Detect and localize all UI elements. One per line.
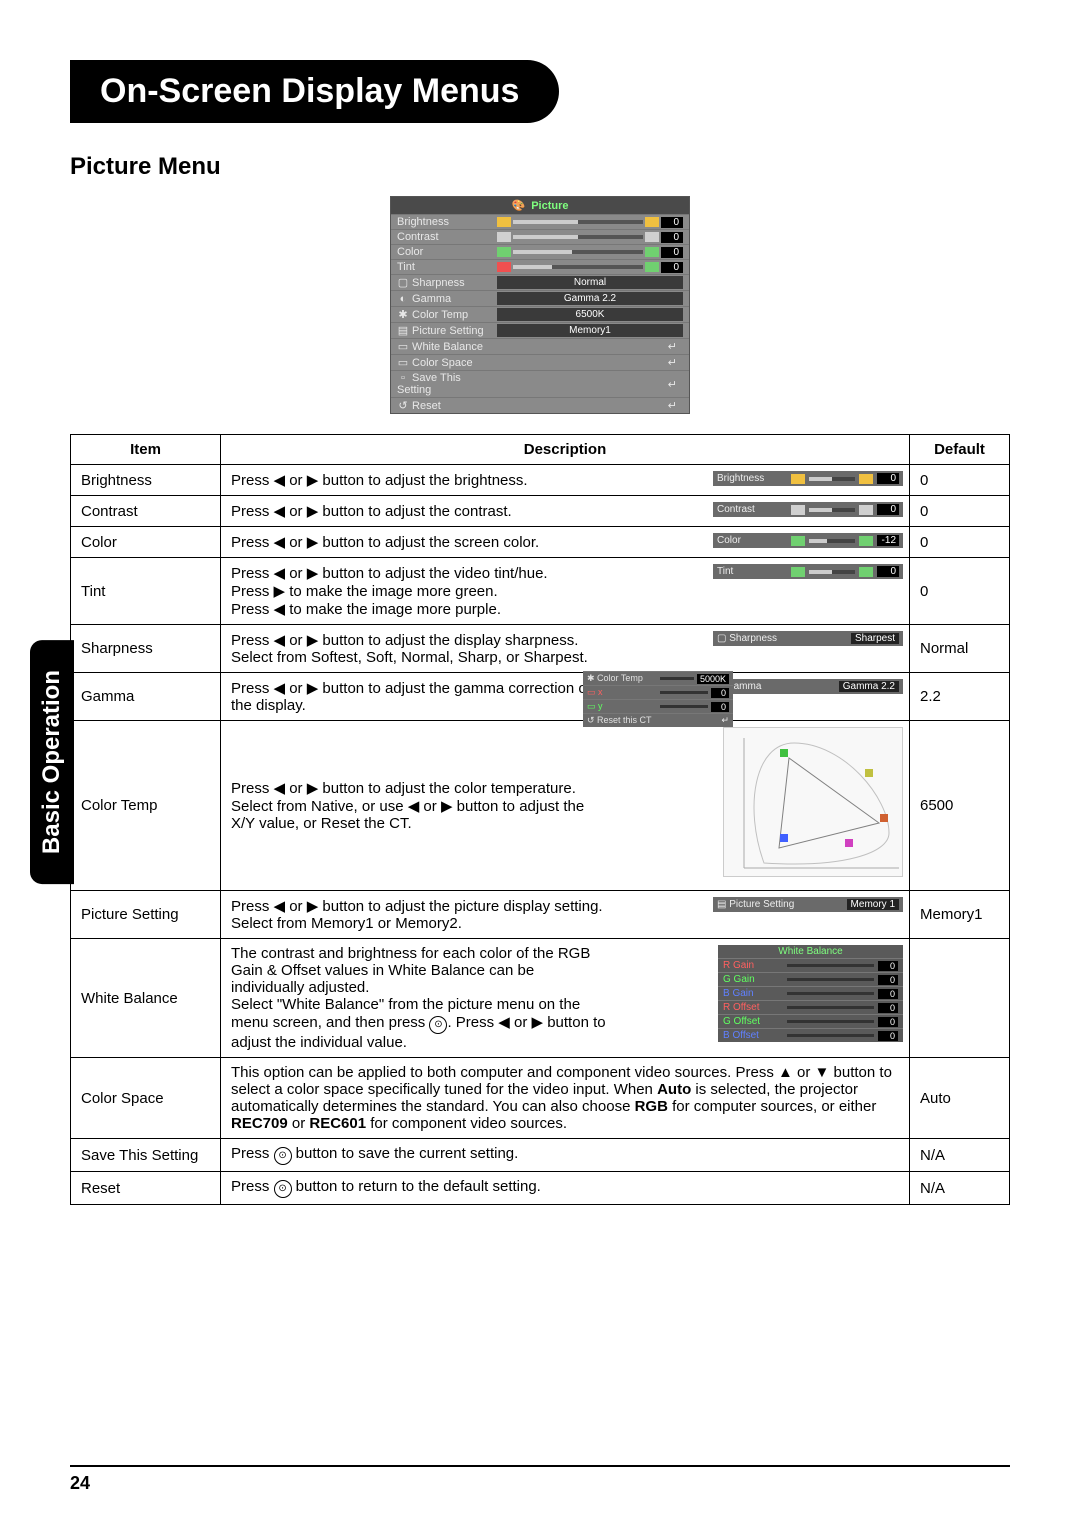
desc-cell: Press ◀ or ▶ button to adjust the pictur… (221, 891, 910, 939)
osd-row: ▭ Color Space (391, 354, 689, 370)
default-cell: Memory1 (910, 891, 1010, 939)
desc-text: Press ◀ or ▶ button to adjust the video … (231, 564, 548, 618)
desc-cell: Press ⊙ button to return to the default … (221, 1172, 910, 1205)
section-heading: Picture Menu (70, 153, 1010, 181)
default-cell: 0 (910, 465, 1010, 496)
item-cell: Tint (71, 558, 221, 625)
mini-osd: ◐ GammaGamma 2.2 (713, 679, 903, 694)
osd-row: ✱ Color Temp6500K (391, 306, 689, 322)
item-cell: Reset (71, 1172, 221, 1205)
page-title-pill: On-Screen Display Menus (70, 60, 559, 123)
default-cell: Normal (910, 625, 1010, 673)
desc-text: Press ◀ or ▶ button to adjust the pictur… (231, 897, 611, 932)
osd-row: ▫ Save This Setting (391, 370, 689, 397)
mini-osd: ▢ SharpnessSharpest (713, 631, 903, 646)
mini-osd: Color-12 (713, 533, 903, 548)
desc-cell: Press ◀ or ▶ button to adjust the color … (221, 721, 910, 891)
osd-row: ↺ Reset (391, 397, 689, 413)
default-cell: N/A (910, 1172, 1010, 1205)
osd-row: Contrast0 (391, 229, 689, 244)
table-row: Reset Press ⊙ button to return to the def… (71, 1172, 1010, 1205)
table-row: Picture Setting Press ◀ or ▶ button to ad… (71, 891, 1010, 939)
desc-text: Press ◀ or ▶ button to adjust the gamma … (231, 679, 611, 714)
osd-menu-illustration: 🎨PictureBrightness0Contrast0Color0Tint0▢… (70, 196, 1010, 414)
default-cell: 6500 (910, 721, 1010, 891)
default-cell (910, 939, 1010, 1058)
desc-cell: Press ◀ or ▶ button to adjust the video … (221, 558, 910, 625)
desc-cell: Press ◀ or ▶ button to adjust the gamma … (221, 673, 910, 721)
osd-row: ▭ White Balance (391, 338, 689, 354)
default-cell: Auto (910, 1058, 1010, 1139)
desc-cell: Press ⊙ button to save the current setti… (221, 1139, 910, 1172)
default-cell: 0 (910, 496, 1010, 527)
table-row: TintPress ◀ or ▶ button to adjust the vi… (71, 558, 1010, 625)
item-cell: Sharpness (71, 625, 221, 673)
desc-text: Press ◀ or ▶ button to adjust the color … (231, 779, 611, 832)
osd-header: 🎨Picture (391, 197, 689, 214)
page-footer: 24 (70, 1465, 1010, 1494)
desc-text: Press ◀ or ▶ button to adjust the screen… (231, 533, 539, 551)
desc-text: Press ⊙ button to return to the default … (231, 1178, 899, 1198)
desc-text: Press ◀ or ▶ button to adjust the displa… (231, 631, 611, 666)
default-cell: 0 (910, 558, 1010, 625)
osd-row: Color0 (391, 244, 689, 259)
table-row: Brightness Press ◀ or ▶ button to adjust … (71, 465, 1010, 496)
item-cell: Picture Setting (71, 891, 221, 939)
item-cell: Contrast (71, 496, 221, 527)
osd-row: Brightness0 (391, 214, 689, 229)
desc-text: Press ⊙ button to save the current setti… (231, 1145, 899, 1165)
mini-osd: Brightness0 (713, 471, 903, 486)
th-desc: Description (221, 435, 910, 465)
item-cell: Gamma (71, 673, 221, 721)
desc-text: Press ◀ or ▶ button to adjust the bright… (231, 471, 528, 489)
osd-row: ◐ GammaGamma 2.2 (391, 290, 689, 306)
table-row: Color SpaceThis option can be applied to… (71, 1058, 1010, 1139)
item-cell: Color (71, 527, 221, 558)
desc-text: Press ◀ or ▶ button to adjust the contra… (231, 502, 512, 520)
th-default: Default (910, 435, 1010, 465)
default-cell: N/A (910, 1139, 1010, 1172)
desc-cell: Press ◀ or ▶ button to adjust the contra… (221, 496, 910, 527)
osd-row: Tint0 (391, 259, 689, 274)
mini-osd: Tint0 (713, 564, 903, 579)
mini-osd: ▤ Picture SettingMemory 1 (713, 897, 903, 912)
table-row: Sharpness Press ◀ or ▶ button to adjust t… (71, 625, 1010, 673)
item-cell: Brightness (71, 465, 221, 496)
item-cell: Color Space (71, 1058, 221, 1139)
white-balance-osd: White BalanceR Gain0G Gain0B Gain0R Offs… (718, 945, 903, 1042)
item-cell: Color Temp (71, 721, 221, 891)
table-row: Contrast Press ◀ or ▶ button to adjust th… (71, 496, 1010, 527)
table-row: White BalanceThe contrast and brightness… (71, 939, 1010, 1058)
item-cell: White Balance (71, 939, 221, 1058)
desc-text: This option can be applied to both compu… (231, 1064, 899, 1132)
desc-cell: This option can be applied to both compu… (221, 1058, 910, 1139)
table-row: Gamma Press ◀ or ▶ button to adjust the g… (71, 673, 1010, 721)
desc-cell: The contrast and brightness for each col… (221, 939, 910, 1058)
desc-cell: Press ◀ or ▶ button to adjust the screen… (221, 527, 910, 558)
desc-text: The contrast and brightness for each col… (231, 945, 611, 1051)
default-cell: 2.2 (910, 673, 1010, 721)
table-row: Save This Setting Press ⊙ button to save … (71, 1139, 1010, 1172)
item-cell: Save This Setting (71, 1139, 221, 1172)
desc-cell: Press ◀ or ▶ button to adjust the displa… (221, 625, 910, 673)
osd-row: ▢ SharpnessNormal (391, 274, 689, 290)
mini-osd: Contrast0 (713, 502, 903, 517)
osd-row: ▤ Picture SettingMemory1 (391, 322, 689, 338)
table-row: Color Press ◀ or ▶ button to adjust the s… (71, 527, 1010, 558)
picture-menu-table: Item Description Default Brightness Press… (70, 434, 1010, 1205)
page-number: 24 (70, 1473, 90, 1493)
side-tab: Basic Operation (30, 640, 74, 884)
default-cell: 0 (910, 527, 1010, 558)
desc-cell: Press ◀ or ▶ button to adjust the bright… (221, 465, 910, 496)
table-row: Color TempPress ◀ or ▶ button to adjust … (71, 721, 1010, 891)
th-item: Item (71, 435, 221, 465)
